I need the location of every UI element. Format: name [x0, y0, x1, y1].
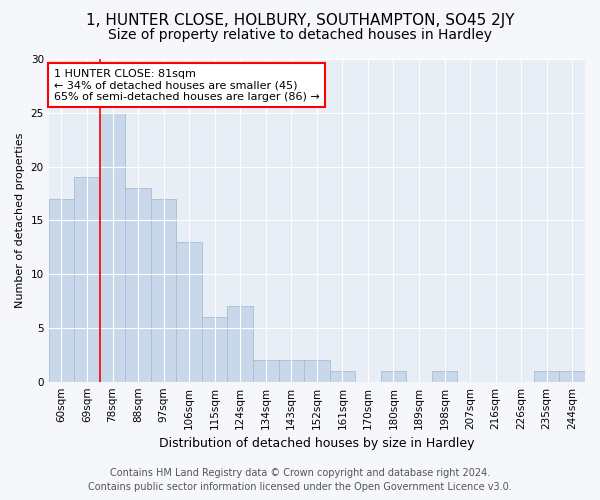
Text: Size of property relative to detached houses in Hardley: Size of property relative to detached ho…: [108, 28, 492, 42]
Bar: [100, 113, 125, 382]
Bar: [151, 199, 176, 382]
Bar: [227, 306, 253, 382]
Bar: [49, 199, 74, 382]
Bar: [202, 317, 227, 382]
Bar: [176, 242, 202, 382]
Bar: [74, 178, 100, 382]
Text: Contains HM Land Registry data © Crown copyright and database right 2024.
Contai: Contains HM Land Registry data © Crown c…: [88, 468, 512, 492]
Bar: [125, 188, 151, 382]
X-axis label: Distribution of detached houses by size in Hardley: Distribution of detached houses by size …: [159, 437, 475, 450]
Bar: [559, 371, 585, 382]
Bar: [304, 360, 329, 382]
Bar: [329, 371, 355, 382]
Bar: [380, 371, 406, 382]
Bar: [253, 360, 278, 382]
Bar: [432, 371, 457, 382]
Text: 1, HUNTER CLOSE, HOLBURY, SOUTHAMPTON, SO45 2JY: 1, HUNTER CLOSE, HOLBURY, SOUTHAMPTON, S…: [86, 12, 514, 28]
Bar: [278, 360, 304, 382]
Bar: [534, 371, 559, 382]
Y-axis label: Number of detached properties: Number of detached properties: [15, 132, 25, 308]
Text: 1 HUNTER CLOSE: 81sqm
← 34% of detached houses are smaller (45)
65% of semi-deta: 1 HUNTER CLOSE: 81sqm ← 34% of detached …: [54, 68, 320, 102]
